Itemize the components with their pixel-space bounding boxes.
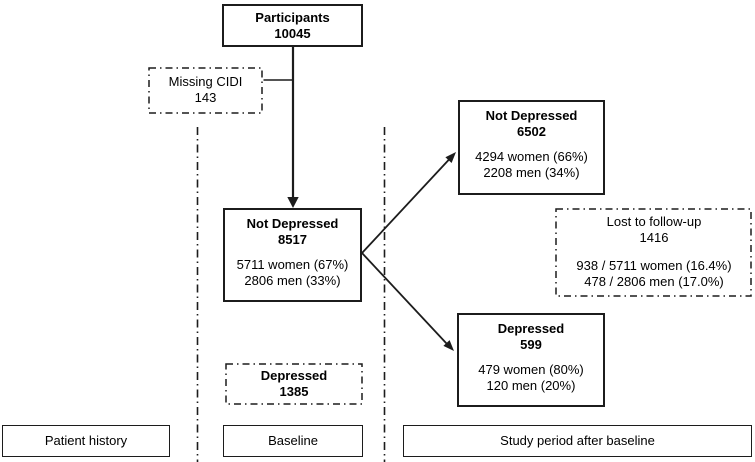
not-depressed-baseline-value: 8517 bbox=[278, 232, 307, 247]
phase-label-patient-history: Patient history bbox=[2, 425, 170, 457]
baseline-label: Baseline bbox=[268, 433, 318, 448]
participants-title: Participants bbox=[255, 9, 330, 25]
not-depressed-baseline-stats: 5711 women (67%) 2806 men (33%) bbox=[237, 257, 349, 289]
depressed-followup-stat-women: 479 women (80%) bbox=[478, 362, 584, 377]
arrowhead-to-depressed-followup bbox=[443, 340, 454, 351]
arrowhead-participants-to-baseline bbox=[287, 197, 299, 208]
lost-followup-box: Lost to follow-up 1416 938 / 5711 women … bbox=[556, 209, 752, 297]
lost-followup-stat-men: 478 / 2806 men (17.0%) bbox=[584, 274, 724, 289]
not-depressed-followup-stat-men: 2208 men (34%) bbox=[483, 165, 580, 180]
flow-line-to-depressed-followup bbox=[361, 252, 448, 345]
phase-label-study-period: Study period after baseline bbox=[403, 425, 752, 457]
lost-followup-stats: 938 / 5711 women (16.4%) 478 / 2806 men … bbox=[576, 258, 731, 290]
depressed-followup-value: 599 bbox=[520, 337, 542, 352]
depressed-baseline-title: Depressed bbox=[260, 368, 328, 383]
depressed-baseline-box-border bbox=[225, 363, 363, 405]
flow-line-to-not-depressed-followup bbox=[361, 158, 451, 254]
not-depressed-baseline-box: Not Depressed 8517 5711 women (67%) 2806… bbox=[223, 208, 362, 302]
phase-label-baseline: Baseline bbox=[223, 425, 363, 457]
depressed-followup-title: Depressed bbox=[497, 321, 565, 336]
not-depressed-followup-value: 6502 bbox=[517, 124, 546, 139]
participants-value: 10045 bbox=[274, 25, 311, 41]
depressed-followup-stats: 479 women (80%) 120 men (20%) bbox=[478, 362, 584, 394]
not-depressed-followup-box: Not Depressed 6502 4294 women (66%) 2208… bbox=[458, 100, 605, 195]
not-depressed-followup-title: Not Depressed bbox=[485, 108, 578, 123]
arrowhead-to-not-depressed-followup bbox=[445, 152, 456, 163]
lost-followup-stat-women: 938 / 5711 women (16.4%) bbox=[576, 258, 732, 273]
not-depressed-baseline-stat-women: 5711 women (67%) bbox=[236, 257, 349, 272]
not-depressed-followup-stat-women: 4294 women (66%) bbox=[475, 149, 588, 164]
missing-cidi-value: 143 bbox=[194, 90, 217, 105]
lost-followup-box-border bbox=[555, 208, 752, 297]
depressed-baseline-box: Depressed 1385 bbox=[225, 363, 363, 405]
missing-cidi-box-border bbox=[148, 67, 263, 114]
study-period-label: Study period after baseline bbox=[500, 433, 655, 448]
depressed-followup-box: Depressed 599 479 women (80%) 120 men (2… bbox=[457, 313, 605, 407]
lost-followup-value: 1416 bbox=[639, 230, 669, 245]
patient-history-label: Patient history bbox=[44, 433, 128, 448]
missing-cidi-box: Missing CIDI 143 bbox=[148, 67, 263, 113]
not-depressed-baseline-stat-men: 2806 men (33%) bbox=[244, 273, 341, 288]
participants-box: Participants 10045 bbox=[222, 4, 363, 47]
missing-cidi-title: Missing CIDI bbox=[168, 74, 243, 89]
not-depressed-followup-stats: 4294 women (66%) 2208 men (34%) bbox=[475, 149, 588, 181]
lost-followup-title: Lost to follow-up bbox=[606, 214, 702, 229]
not-depressed-baseline-title: Not Depressed bbox=[246, 216, 339, 231]
depressed-followup-stat-men: 120 men (20%) bbox=[486, 378, 576, 393]
depressed-baseline-value: 1385 bbox=[279, 384, 309, 399]
